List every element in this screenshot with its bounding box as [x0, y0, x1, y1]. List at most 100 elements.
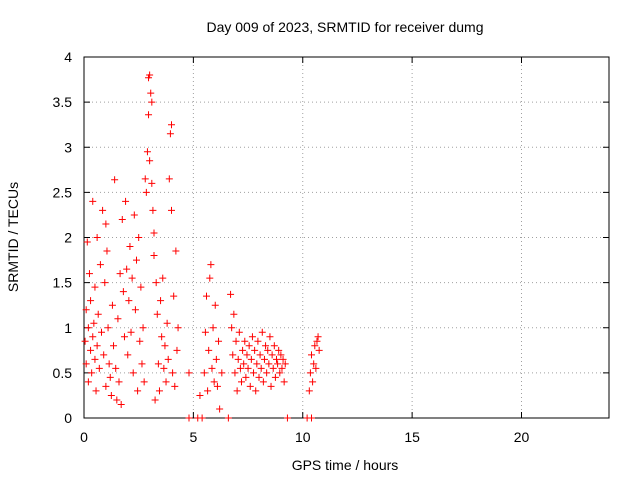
- data-point: [280, 378, 288, 386]
- data-point: [230, 310, 238, 318]
- y-tick-label: 4: [64, 49, 72, 65]
- data-point: [244, 364, 252, 372]
- data-point: [93, 342, 101, 350]
- data-point: [265, 360, 273, 368]
- data-point: [308, 351, 315, 359]
- y-tick-label: 0: [64, 410, 72, 426]
- data-point: [137, 283, 145, 291]
- data-point: [196, 391, 204, 399]
- data-point: [312, 364, 320, 372]
- data-points: [81, 71, 323, 422]
- data-point: [162, 378, 170, 386]
- data-point: [122, 197, 130, 205]
- data-point: [146, 71, 154, 79]
- data-point: [231, 369, 239, 377]
- data-point: [234, 355, 242, 363]
- data-point: [268, 351, 276, 359]
- data-point: [133, 256, 140, 264]
- data-point: [139, 324, 147, 332]
- data-point: [218, 369, 226, 377]
- data-point: [102, 220, 110, 228]
- data-point: [87, 346, 95, 354]
- data-point: [84, 378, 92, 386]
- axis-ticks: 0 5 10 15 20 0 0.5 1 1.5 2 2.5 3 3.5 4: [53, 49, 609, 445]
- data-point: [130, 211, 138, 219]
- data-point: [85, 270, 93, 278]
- data-point: [90, 319, 98, 327]
- data-point: [236, 364, 244, 372]
- data-point: [263, 369, 271, 377]
- data-point: [141, 175, 149, 183]
- data-point: [124, 351, 132, 359]
- data-point: [151, 396, 159, 404]
- data-point: [313, 337, 321, 345]
- data-point: [315, 346, 323, 354]
- data-point: [136, 337, 144, 345]
- data-point: [146, 157, 154, 165]
- data-point: [148, 98, 156, 106]
- data-point: [147, 89, 155, 97]
- data-point: [143, 148, 151, 156]
- data-point: [91, 283, 99, 291]
- data-point: [134, 387, 142, 395]
- data-point: [101, 279, 109, 287]
- data-point: [264, 346, 272, 354]
- data-point: [173, 346, 181, 354]
- data-point: [250, 369, 258, 377]
- data-point: [116, 270, 124, 278]
- data-point: [256, 351, 264, 359]
- data-point: [107, 391, 115, 399]
- data-point: [149, 206, 157, 214]
- data-point: [82, 306, 90, 314]
- data-point: [259, 378, 267, 386]
- data-point: [83, 238, 91, 246]
- data-point: [171, 382, 179, 390]
- data-point: [238, 378, 245, 386]
- data-point: [247, 355, 255, 363]
- y-tick-label: 1: [64, 320, 72, 336]
- data-point: [89, 197, 97, 205]
- y-tick-label: 3: [64, 139, 72, 155]
- data-point: [82, 360, 90, 368]
- data-point: [163, 319, 171, 327]
- data-point: [208, 364, 216, 372]
- data-point: [159, 274, 167, 282]
- data-point: [204, 387, 212, 395]
- data-point: [161, 342, 169, 350]
- y-axis-title: SRMTID / TECUs: [5, 182, 21, 292]
- data-point: [215, 337, 223, 345]
- data-point: [283, 414, 291, 422]
- data-point: [112, 364, 120, 372]
- data-point: [94, 310, 102, 318]
- data-point: [273, 355, 280, 363]
- data-point: [198, 414, 206, 422]
- data-point: [169, 369, 177, 377]
- data-point: [185, 414, 193, 422]
- data-point: [166, 130, 174, 138]
- data-point: [200, 369, 208, 377]
- x-tick-label: 15: [404, 429, 420, 445]
- data-point: [102, 382, 110, 390]
- data-point: [119, 288, 127, 296]
- data-point: [168, 206, 175, 214]
- data-point: [224, 414, 232, 422]
- data-point: [239, 346, 247, 354]
- data-point: [128, 274, 136, 282]
- data-point: [115, 378, 123, 386]
- data-point: [160, 364, 168, 372]
- data-point: [158, 333, 166, 341]
- data-point: [216, 405, 224, 413]
- data-point: [205, 346, 213, 354]
- data-point: [258, 328, 266, 336]
- data-point: [110, 342, 118, 350]
- data-point: [145, 111, 153, 119]
- data-point: [91, 355, 99, 363]
- data-point: [269, 364, 277, 372]
- y-tick-label: 1.5: [53, 275, 73, 291]
- plot-frame: [83, 56, 610, 419]
- data-point: [253, 360, 261, 368]
- data-point: [172, 247, 180, 255]
- data-point: [126, 243, 134, 251]
- y-tick-label: 3.5: [53, 94, 73, 110]
- data-point: [174, 324, 182, 332]
